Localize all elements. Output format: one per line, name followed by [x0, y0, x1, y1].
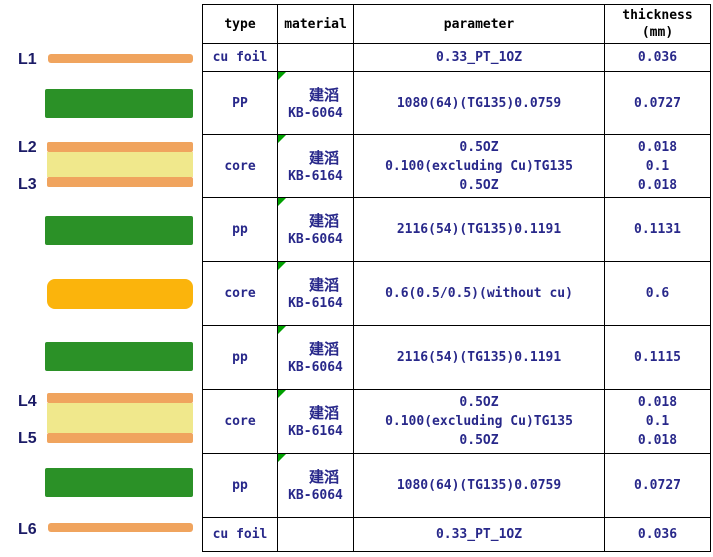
cell-parameter: 1080(64)(TG135)0.0759 [353, 453, 605, 518]
material-model: KB-6064 [288, 105, 343, 121]
cell-parameter: 0.33_PT_1OZ [353, 517, 605, 552]
material-model: KB-6164 [288, 296, 343, 311]
table-row: pp 建滔 KB-6064 1080(64)(TG135)0.0759 0.0727 [202, 453, 711, 518]
cell-parameter: 0.33_PT_1OZ [353, 43, 605, 72]
cell-thickness: 0.1115 [604, 325, 711, 390]
cell-material: 建滔 KB-6064 [277, 197, 354, 262]
cell-thickness: 0.018 0.1 0.018 [604, 134, 711, 198]
cell-material: 建滔 KB-6064 [277, 71, 354, 135]
cell-thickness: 0.036 [604, 43, 711, 72]
core-dielectric [47, 403, 193, 433]
cell-type: core [202, 389, 278, 454]
cell-thickness: 0.036 [604, 517, 711, 552]
cell-material: 建滔 KB-6164 [277, 261, 354, 326]
cell-thickness: 0.0727 [604, 71, 711, 135]
core-copper-bottom [47, 433, 193, 443]
core-copper-top [47, 393, 193, 403]
table-row: cu foil 0.33_PT_1OZ 0.036 [202, 517, 711, 552]
material-model: KB-6164 [288, 168, 343, 184]
layer-label-l1: L1 [18, 51, 37, 68]
layer-bar-core-l4-l5 [47, 393, 193, 443]
core-copper-top [47, 142, 193, 152]
layer-bar-cu-foil-l1 [48, 54, 193, 63]
cell-type: core [202, 134, 278, 198]
layer-bar-core-no-cu [47, 279, 193, 309]
cell-material [277, 43, 354, 72]
table-header-row: type material parameter thickness (mm) [202, 4, 711, 44]
layer-bar-pp-1 [45, 89, 193, 118]
material-brand: 建滔 [308, 468, 339, 486]
core-dielectric [47, 152, 193, 177]
material-model: KB-6064 [288, 488, 343, 503]
layer-label-l6: L6 [18, 521, 37, 538]
cell-material: 建滔 KB-6164 [277, 134, 354, 198]
cell-material [277, 517, 354, 552]
cell-type: pp [202, 197, 278, 262]
cell-parameter: 0.6(0.5/0.5)(without cu) [353, 261, 605, 326]
layer-bar-core-l2-l3 [47, 142, 193, 187]
header-thickness: thickness (mm) [604, 4, 711, 44]
cell-type: pp [202, 453, 278, 518]
cell-parameter: 2116(54)(TG135)0.1191 [353, 197, 605, 262]
cell-material: 建滔 KB-6064 [277, 453, 354, 518]
material-brand: 建滔 [308, 85, 339, 104]
layer-label-l5: L5 [18, 430, 37, 447]
cell-thickness: 0.0727 [604, 453, 711, 518]
table-row: PP 建滔 KB-6064 1080(64)(TG135)0.0759 0.0727 [202, 71, 711, 135]
table-row: pp 建滔 KB-6064 2116(54)(TG135)0.1191 0.1115 [202, 325, 711, 390]
table-row: core 建滔 KB-6164 0.5OZ 0.100(excluding Cu)TG1… [202, 134, 711, 198]
cell-parameter: 1080(64)(TG135)0.0759 [353, 71, 605, 135]
cell-thickness: 0.6 [604, 261, 711, 326]
material-model: KB-6064 [288, 360, 343, 375]
cell-parameter: 0.5OZ 0.100(excluding Cu)TG135 0.5OZ [353, 389, 605, 454]
material-brand: 建滔 [308, 148, 339, 167]
layer-bar-pp-2 [45, 216, 193, 245]
cell-type: cu foil [202, 43, 278, 72]
cell-thickness: 0.1131 [604, 197, 711, 262]
header-type: type [202, 4, 278, 44]
cell-thickness: 0.018 0.1 0.018 [604, 389, 711, 454]
stackup-table: type material parameter thickness (mm) c… [202, 4, 711, 552]
table-row: cu foil 0.33_PT_1OZ 0.036 [202, 43, 711, 72]
table-row: core 建滔 KB-6164 0.5OZ 0.100(excluding Cu)TG1… [202, 389, 711, 454]
layer-label-l3: L3 [18, 176, 37, 193]
header-parameter: parameter [353, 4, 605, 44]
layer-bar-pp-4 [45, 468, 193, 497]
layer-bar-pp-3 [45, 342, 193, 371]
header-material: material [277, 4, 354, 44]
table-row: pp 建滔 KB-6064 2116(54)(TG135)0.1191 0.1131 [202, 197, 711, 262]
cell-type: pp [202, 325, 278, 390]
layer-label-l4: L4 [18, 393, 37, 410]
core-copper-bottom [47, 177, 193, 187]
header-thickness-word: thickness [622, 8, 693, 23]
cell-material: 建滔 KB-6164 [277, 389, 354, 454]
layer-label-l2: L2 [18, 139, 37, 156]
cell-type: PP [202, 71, 278, 135]
cell-type: core [202, 261, 278, 326]
material-model: KB-6164 [288, 424, 343, 439]
cell-type: cu foil [202, 517, 278, 552]
material-brand: 建滔 [308, 404, 339, 422]
material-brand: 建滔 [308, 212, 339, 230]
material-model: KB-6064 [288, 232, 343, 247]
header-thickness-unit: (mm) [641, 25, 674, 40]
cell-parameter: 2116(54)(TG135)0.1191 [353, 325, 605, 390]
table-row: core 建滔 KB-6164 0.6(0.5/0.5)(without cu) 0.6 [202, 261, 711, 326]
layer-bar-cu-foil-l6 [48, 523, 193, 532]
material-brand: 建滔 [308, 340, 339, 358]
cell-material: 建滔 KB-6064 [277, 325, 354, 390]
cell-parameter: 0.5OZ 0.100(excluding Cu)TG135 0.5OZ [353, 134, 605, 198]
material-brand: 建滔 [308, 276, 339, 294]
